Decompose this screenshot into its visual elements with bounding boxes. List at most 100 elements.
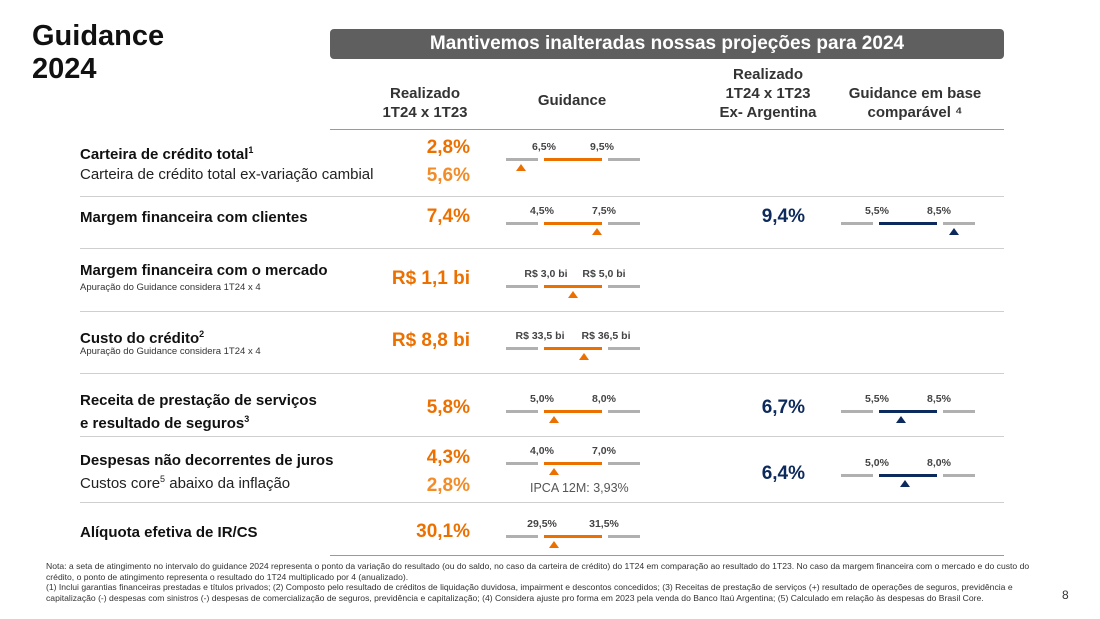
row-carteira-sup: 1 — [248, 145, 254, 155]
gauge-high-label: 8,5% — [927, 393, 951, 405]
gauge-right-segment — [608, 347, 640, 350]
page-title: Guidance 2024 — [32, 20, 164, 86]
row-receita-value: 5,8% — [426, 397, 470, 418]
gauge-high-label: 8,0% — [592, 393, 616, 405]
gauge-right-segment — [608, 285, 640, 288]
row-margem-mercado-label: Margem financeira com o mercado — [80, 262, 328, 279]
gauge-left-segment — [506, 347, 538, 350]
page-title-line1: Guidance — [32, 20, 165, 52]
page-title-line2: 2024 — [32, 53, 97, 85]
gauge-right-segment — [608, 158, 640, 161]
row-margem-clientes-ex-value: 9,4% — [761, 206, 805, 227]
col-header-realizado-ex-l2: 1T24 x 1T23 — [725, 85, 811, 102]
gauge-low-label: 29,5% — [527, 518, 557, 530]
row-receita-text-l2-wrap: e resultado de seguros3 — [80, 410, 317, 433]
col-header-guidance-base-l1: Guidance em base — [848, 85, 982, 102]
row-despesas-sub-b: abaixo da inflação — [165, 475, 291, 492]
guidance-gauge-aliquota: 29,5% 31,5% — [506, 516, 640, 552]
gauge-marker-arrow — [578, 353, 589, 360]
gauge-high-label: 9,5% — [590, 141, 614, 153]
gauge-high-label: 8,5% — [927, 205, 951, 217]
row-carteira-sublabel: Carteira de crédito total ex-variação ca… — [80, 166, 374, 183]
base-gauge-despesas: 5,0% 8,0% — [841, 455, 975, 491]
gauge-range-bar — [544, 410, 602, 413]
gauge-left-segment — [506, 535, 538, 538]
col-header-realizado-ex-l3: Ex- Argentina — [719, 104, 817, 121]
col-header-guidance-base-l2: comparável ⁴ — [867, 104, 963, 121]
gauge-marker-arrow — [568, 291, 578, 298]
header-divider — [330, 129, 1004, 130]
guidance-gauge-receita: 5,0% 8,0% — [506, 391, 640, 427]
col-header-guidance-base: Guidance em base comparável ⁴ — [835, 84, 995, 122]
gauge-high-label: R$ 5,0 bi — [582, 268, 626, 280]
base-gauge-receita: 5,5% 8,5% — [841, 391, 975, 427]
row-despesas-sub-a: Custos core — [80, 475, 161, 492]
row-divider — [80, 373, 1004, 374]
col-header-realizado-l2: 1T24 x 1T23 — [382, 104, 468, 121]
table-bottom-divider — [330, 555, 1004, 556]
gauge-left-segment — [506, 222, 538, 225]
row-carteira-value2: 5,6% — [426, 165, 470, 186]
gauge-low-label: 5,5% — [865, 393, 889, 405]
gauge-right-segment — [608, 462, 640, 465]
gauge-right-segment — [608, 410, 640, 413]
gauge-left-segment — [506, 285, 538, 288]
row-receita-text-l1: Receita de prestação de serviços — [80, 392, 317, 409]
page-number: 8 — [1062, 588, 1069, 602]
gauge-low-label: R$ 33,5 bi — [515, 330, 565, 342]
gauge-high-label: 8,0% — [927, 457, 951, 469]
row-custo-credito-note: Apuração do Guidance considera 1T24 x 4 — [80, 346, 261, 357]
footnote: Nota: a seta de atingimento no intervalo… — [46, 561, 1030, 603]
base-gauge-margem-clientes: 5,5% 8,5% — [841, 203, 975, 239]
gauge-marker-arrow — [948, 228, 959, 235]
gauge-range-bar — [879, 410, 937, 413]
col-header-realizado-l1: Realizado — [389, 85, 461, 102]
row-divider — [80, 311, 1004, 312]
row-margem-mercado-note: Apuração do Guidance considera 1T24 x 4 — [80, 282, 261, 293]
gauge-right-segment — [608, 222, 640, 225]
row-despesas-value2: 2,8% — [426, 475, 470, 496]
row-despesas-sub-sup: 5 — [160, 474, 166, 484]
row-carteira-label: Carteira de crédito total1 — [80, 141, 253, 164]
gauge-range-bar — [544, 535, 602, 538]
row-custo-credito-sup: 2 — [199, 329, 205, 339]
gauge-marker-arrow — [515, 164, 526, 171]
row-despesas-sublabel: Custos core5 abaixo da inflação — [80, 474, 290, 492]
row-divider — [80, 436, 1004, 437]
gauge-range-bar — [544, 285, 602, 288]
guidance-gauge-margem-mercado: R$ 3,0 bi R$ 5,0 bi — [506, 266, 640, 302]
row-divider — [80, 196, 1004, 197]
gauge-range-bar — [879, 474, 937, 477]
row-divider — [80, 248, 1004, 249]
gauge-low-label: 6,5% — [532, 141, 556, 153]
gauge-right-segment — [608, 535, 640, 538]
row-receita-sup: 3 — [244, 414, 250, 424]
guidance-gauge-custo-credito: R$ 33,5 bi R$ 36,5 bi — [506, 328, 640, 364]
row-aliquota-label: Alíquota efetiva de IR/CS — [80, 524, 258, 541]
gauge-left-segment — [506, 158, 538, 161]
gauge-marker-arrow — [900, 480, 911, 487]
gauge-low-label: 5,0% — [530, 393, 554, 405]
col-header-realizado-ex: Realizado 1T24 x 1T23 Ex- Argentina — [698, 65, 838, 122]
gauge-low-label: 5,0% — [865, 457, 889, 469]
row-receita-label: Receita de prestação de serviços e resul… — [80, 391, 317, 433]
gauge-marker-arrow — [549, 541, 560, 548]
gauge-right-segment — [943, 410, 975, 413]
col-header-realizado: Realizado 1T24 x 1T23 — [355, 84, 495, 122]
gauge-high-label: 7,5% — [592, 205, 616, 217]
gauge-marker-arrow — [592, 228, 603, 235]
gauge-high-label: 7,0% — [592, 445, 616, 457]
row-despesas-ex-value: 6,4% — [761, 463, 805, 484]
gauge-marker-arrow — [896, 416, 907, 423]
row-margem-mercado-value: R$ 1,1 bi — [391, 268, 470, 289]
row-carteira-text: Carteira de crédito total — [80, 146, 249, 163]
row-custo-credito-label: Custo do crédito2 — [80, 325, 204, 348]
gauge-low-label: 5,5% — [865, 205, 889, 217]
row-margem-clientes-value: 7,4% — [426, 206, 470, 227]
gauge-range-bar — [879, 222, 937, 225]
gauge-low-label: 4,0% — [530, 445, 554, 457]
row-custo-credito-value: R$ 8,8 bi — [391, 330, 470, 351]
gauge-left-segment — [841, 474, 873, 477]
gauge-range-bar — [544, 462, 602, 465]
col-header-realizado-ex-l1: Realizado — [732, 66, 804, 83]
